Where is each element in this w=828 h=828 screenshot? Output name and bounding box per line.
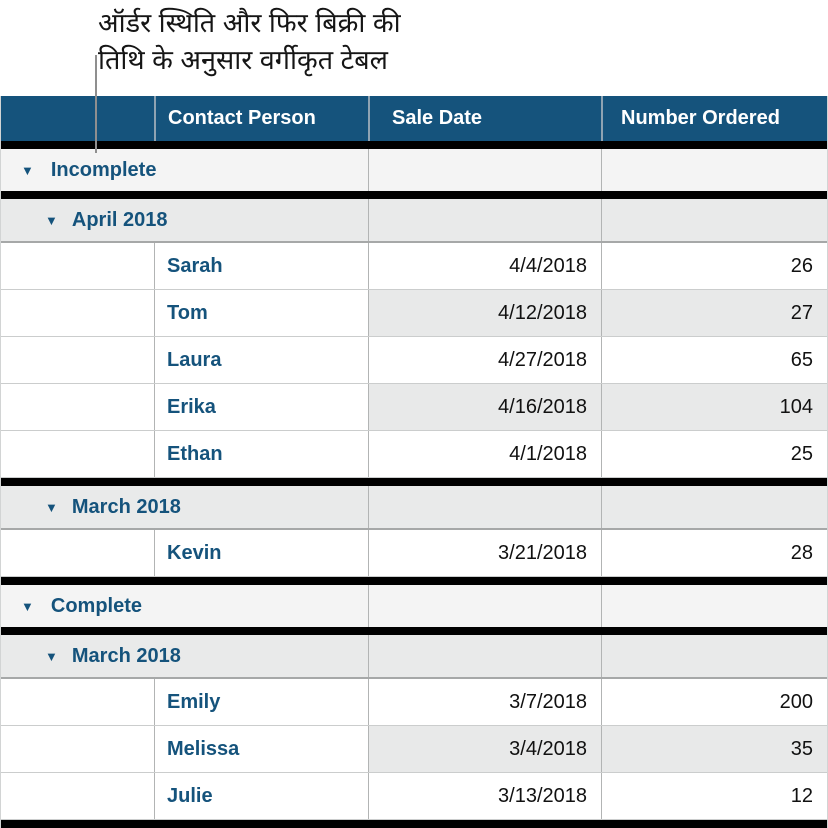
- group-divider: [1, 478, 827, 486]
- empty-cell[interactable]: [368, 199, 601, 241]
- group-label-cell[interactable]: ▼ Incomplete: [1, 149, 368, 191]
- group-row-incomplete[interactable]: ▼ Incomplete: [1, 149, 827, 191]
- group-label-cell[interactable]: ▼ March 2018: [1, 635, 368, 677]
- group-label: March 2018: [71, 644, 181, 667]
- disclosure-triangle-icon[interactable]: ▼: [45, 499, 58, 515]
- empty-cell[interactable]: [368, 149, 601, 191]
- number-ordered-cell[interactable]: 200: [601, 679, 827, 725]
- group-label-cell[interactable]: ▼ March 2018: [1, 486, 368, 528]
- empty-cell[interactable]: [368, 635, 601, 677]
- number-ordered-cell[interactable]: 28: [601, 530, 827, 576]
- contact-person-cell[interactable]: Tom: [154, 290, 368, 336]
- table-row: Sarah 4/4/2018 26: [1, 243, 827, 290]
- empty-cell[interactable]: [368, 585, 601, 627]
- row-handle-cell[interactable]: [1, 384, 154, 430]
- row-handle-cell[interactable]: [1, 679, 154, 725]
- row-handle-cell[interactable]: [1, 530, 154, 576]
- empty-cell[interactable]: [601, 486, 827, 528]
- empty-cell[interactable]: [601, 585, 827, 627]
- table-row: Emily 3/7/2018 200: [1, 679, 827, 726]
- group-divider: [1, 577, 827, 585]
- contact-person-cell[interactable]: Kevin: [154, 530, 368, 576]
- group-row-complete[interactable]: ▼ Complete: [1, 585, 827, 627]
- callout-text-line-1: ऑर्डर स्थिति और फिर बिक्री की: [98, 8, 401, 38]
- disclosure-triangle-icon[interactable]: ▼: [45, 212, 58, 228]
- number-ordered-cell[interactable]: 25: [601, 431, 827, 477]
- contact-person-cell[interactable]: Erika: [154, 384, 368, 430]
- table-bottom-border: [1, 820, 827, 828]
- sale-date-cell[interactable]: 4/12/2018: [368, 290, 601, 336]
- row-handle-cell[interactable]: [1, 773, 154, 819]
- disclosure-triangle-icon[interactable]: ▼: [21, 598, 34, 614]
- contact-person-cell[interactable]: Emily: [154, 679, 368, 725]
- sale-date-cell[interactable]: 4/4/2018: [368, 243, 601, 289]
- table-row: Kevin 3/21/2018 28: [1, 530, 827, 577]
- number-ordered-cell[interactable]: 27: [601, 290, 827, 336]
- sale-date-cell[interactable]: 4/16/2018: [368, 384, 601, 430]
- table-row: Julie 3/13/2018 12: [1, 773, 827, 820]
- header-cell-sale-date[interactable]: Sale Date: [368, 96, 601, 141]
- group-divider: [1, 191, 827, 199]
- group-row-april-2018[interactable]: ▼ April 2018: [1, 199, 827, 243]
- header-cell-blank[interactable]: [1, 96, 154, 141]
- group-divider: [1, 627, 827, 635]
- row-handle-cell[interactable]: [1, 337, 154, 383]
- group-label: April 2018: [71, 208, 168, 231]
- number-ordered-cell[interactable]: 35: [601, 726, 827, 772]
- group-label: Incomplete: [50, 158, 157, 181]
- callout-pointer-line: [95, 55, 97, 153]
- empty-cell[interactable]: [601, 199, 827, 241]
- sale-date-cell[interactable]: 3/4/2018: [368, 726, 601, 772]
- disclosure-triangle-icon[interactable]: ▼: [21, 162, 34, 178]
- group-label: Complete: [50, 594, 142, 617]
- group-label-cell[interactable]: ▼ Complete: [1, 585, 368, 627]
- table-row: Laura 4/27/2018 65: [1, 337, 827, 384]
- table-row: Erika 4/16/2018 104: [1, 384, 827, 431]
- header-cell-number-ordered[interactable]: Number Ordered: [601, 96, 827, 141]
- contact-person-cell[interactable]: Julie: [154, 773, 368, 819]
- callout-text-line-2: तिथि के अनुसार वर्गीकृत टेबल: [98, 45, 388, 75]
- contact-person-cell[interactable]: Ethan: [154, 431, 368, 477]
- group-label: March 2018: [71, 495, 181, 518]
- group-label-cell[interactable]: ▼ April 2018: [1, 199, 368, 241]
- sale-date-cell[interactable]: 3/21/2018: [368, 530, 601, 576]
- number-ordered-cell[interactable]: 12: [601, 773, 827, 819]
- contact-person-cell[interactable]: Melissa: [154, 726, 368, 772]
- empty-cell[interactable]: [601, 149, 827, 191]
- table-row: Tom 4/12/2018 27: [1, 290, 827, 337]
- group-divider: [1, 141, 827, 149]
- row-handle-cell[interactable]: [1, 290, 154, 336]
- sale-date-cell[interactable]: 3/13/2018: [368, 773, 601, 819]
- contact-person-cell[interactable]: Laura: [154, 337, 368, 383]
- disclosure-triangle-icon[interactable]: ▼: [45, 648, 58, 664]
- table-header-row: Contact Person Sale Date Number Ordered: [1, 96, 827, 141]
- row-handle-cell[interactable]: [1, 431, 154, 477]
- number-ordered-cell[interactable]: 65: [601, 337, 827, 383]
- row-handle-cell[interactable]: [1, 243, 154, 289]
- group-row-march-2018[interactable]: ▼ March 2018: [1, 486, 827, 530]
- sale-date-cell[interactable]: 3/7/2018: [368, 679, 601, 725]
- contact-person-cell[interactable]: Sarah: [154, 243, 368, 289]
- number-ordered-cell[interactable]: 104: [601, 384, 827, 430]
- table-row: Melissa 3/4/2018 35: [1, 726, 827, 773]
- header-cell-contact-person[interactable]: Contact Person: [154, 96, 368, 141]
- group-row-march-2018[interactable]: ▼ March 2018: [1, 635, 827, 679]
- table-row: Ethan 4/1/2018 25: [1, 431, 827, 478]
- empty-cell[interactable]: [368, 486, 601, 528]
- number-ordered-cell[interactable]: 26: [601, 243, 827, 289]
- row-handle-cell[interactable]: [1, 726, 154, 772]
- sale-date-cell[interactable]: 4/27/2018: [368, 337, 601, 383]
- empty-cell[interactable]: [601, 635, 827, 677]
- callout-text: ऑर्डर स्थिति और फिर बिक्री की तिथि के अन…: [98, 5, 401, 79]
- sale-date-cell[interactable]: 4/1/2018: [368, 431, 601, 477]
- categorized-table: Contact Person Sale Date Number Ordered …: [0, 96, 828, 828]
